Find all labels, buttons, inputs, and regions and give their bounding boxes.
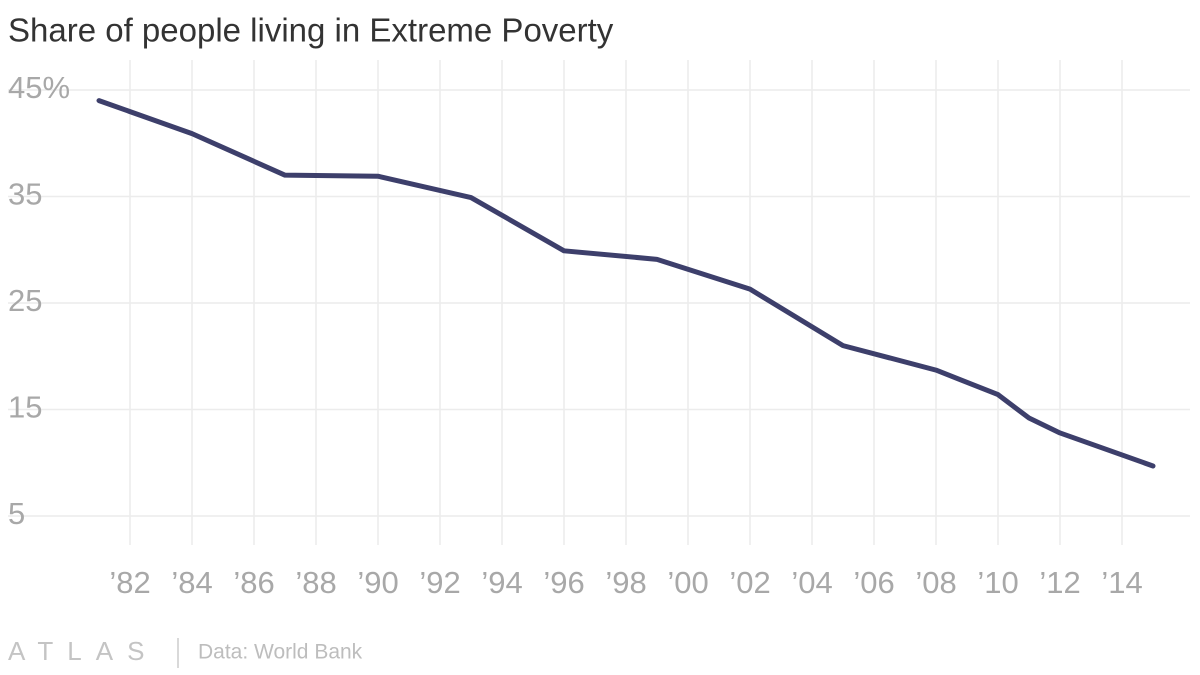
chart-title: Share of people living in Extreme Povert… <box>8 12 614 49</box>
x-tick-label: ’98 <box>605 565 646 600</box>
x-tick-label: ’86 <box>233 565 274 600</box>
x-tick-label: ’08 <box>915 565 956 600</box>
x-tick-label: ’02 <box>729 565 770 600</box>
x-tick-label: ’06 <box>853 565 894 600</box>
x-tick-label: ’84 <box>171 565 212 600</box>
x-tick-label: ’96 <box>543 565 584 600</box>
y-tick-label: 45% <box>8 70 70 105</box>
y-tick-label: 5 <box>8 496 25 531</box>
y-tick-label: 25 <box>8 283 42 318</box>
x-tick-label: ’94 <box>481 565 522 600</box>
x-tick-label: ’82 <box>109 565 150 600</box>
x-tick-label: ’14 <box>1101 565 1142 600</box>
source: Data: World Bank <box>198 641 363 664</box>
x-tick-label: ’90 <box>357 565 398 600</box>
x-tick-label: ’88 <box>295 565 336 600</box>
logo: ATLAS <box>8 636 158 666</box>
x-tick-label: ’12 <box>1039 565 1080 600</box>
x-tick-label: ’04 <box>791 565 832 600</box>
x-tick-label: ’92 <box>419 565 460 600</box>
x-tick-label: ’10 <box>977 565 1018 600</box>
y-tick-label: 35 <box>8 177 42 212</box>
y-tick-label: 15 <box>8 390 42 425</box>
x-tick-label: ’00 <box>667 565 708 600</box>
line <box>96 98 1156 469</box>
